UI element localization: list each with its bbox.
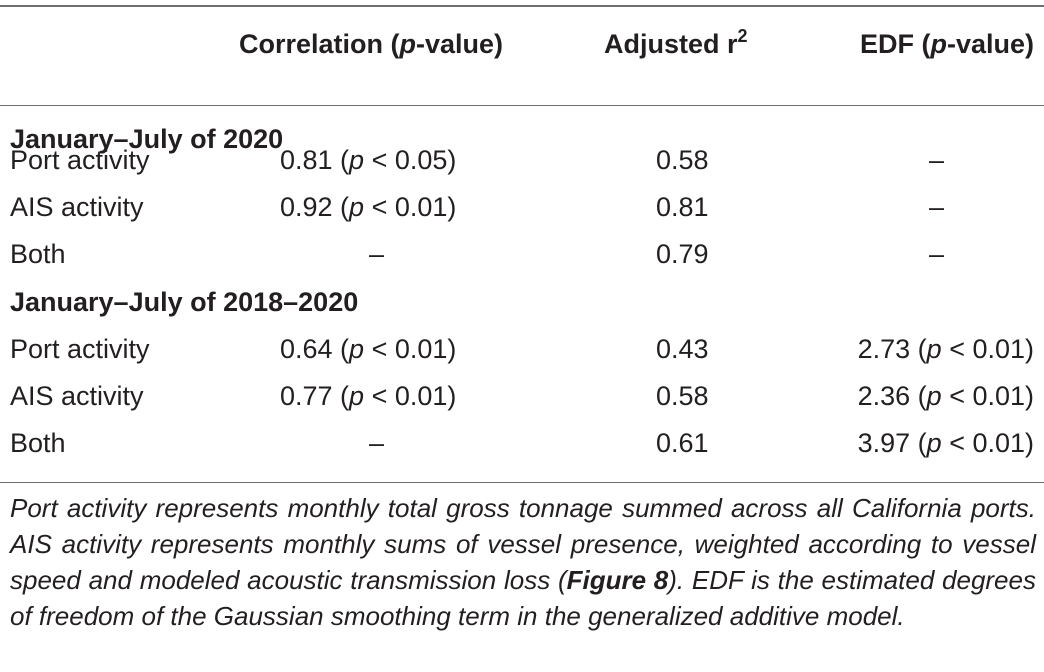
row-label: AIS activity <box>10 381 144 411</box>
table-header-rule <box>0 105 1044 106</box>
table-footnote: Port activity represents monthly total g… <box>10 493 1036 631</box>
figure-reference: Figure 8 <box>566 565 669 595</box>
edf-cell: – <box>929 192 945 222</box>
adjusted-cell: 0.58 <box>656 145 709 175</box>
row-label: AIS activity <box>10 192 144 222</box>
edf-cell: 2.36 (p < 0.01) <box>857 381 1034 411</box>
header-correlation: Correlation (p-value) <box>239 29 504 59</box>
edf-cell: 2.73 (p < 0.01) <box>857 334 1034 364</box>
edf-cell: – <box>929 239 945 269</box>
table-bottom-rule <box>0 482 1044 483</box>
correlation-cell: 0.64 (p < 0.01) <box>280 334 457 364</box>
adjusted-cell: 0.79 <box>656 239 709 269</box>
correlation-cell: – <box>369 428 385 458</box>
adjusted-cell: 0.81 <box>656 192 709 222</box>
section-title-2020: January–July of 2020 <box>10 124 284 154</box>
row-label: Port activity <box>10 334 150 364</box>
header-edf: EDF (p-value) <box>859 29 1034 59</box>
adjusted-cell: 0.43 <box>656 334 709 364</box>
table-top-rule <box>0 5 1044 7</box>
correlation-cell: 0.81 (p < 0.05) <box>280 145 457 175</box>
correlation-cell: – <box>369 239 385 269</box>
header-adjusted-r2: Adjusted r2 <box>604 26 748 59</box>
row-label: Port activity <box>10 145 150 175</box>
adjusted-cell: 0.61 <box>656 428 709 458</box>
correlation-cell: 0.77 (p < 0.01) <box>280 381 457 411</box>
correlation-cell: 0.92 (p < 0.01) <box>280 192 457 222</box>
edf-cell: – <box>929 145 945 175</box>
edf-cell: 3.97 (p < 0.01) <box>857 428 1034 458</box>
row-label: Both <box>10 428 66 458</box>
row-label: Both <box>10 239 66 269</box>
adjusted-cell: 0.58 <box>656 381 709 411</box>
section-title-2018-2020: January–July of 2018–2020 <box>10 287 359 317</box>
